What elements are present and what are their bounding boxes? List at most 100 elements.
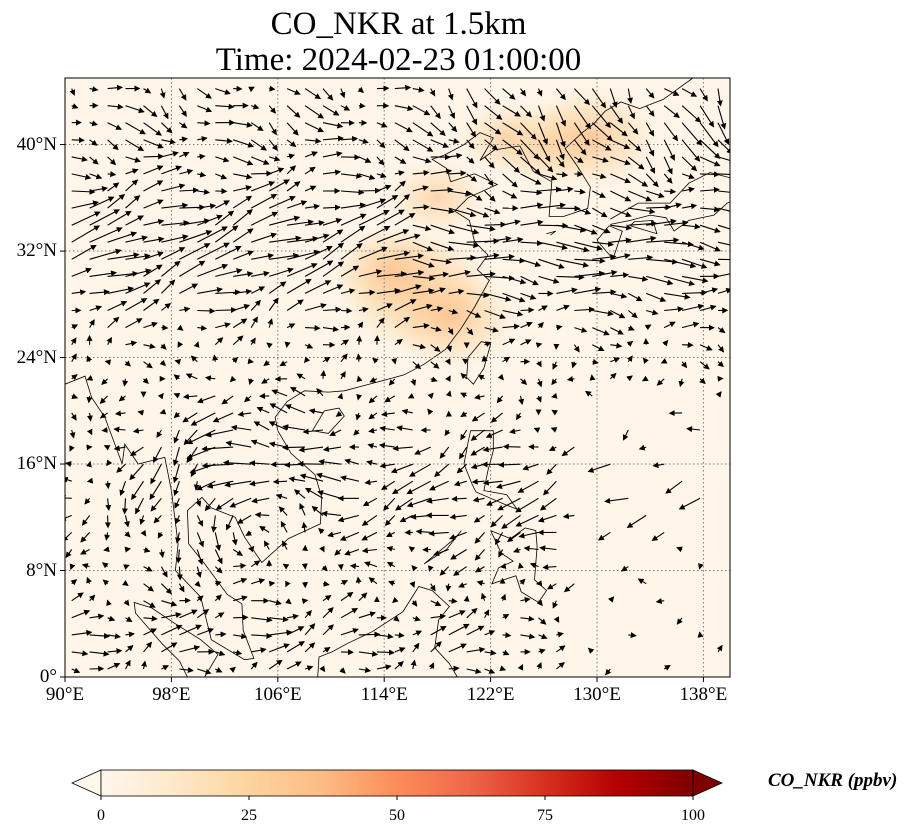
wind-vector — [430, 139, 450, 148]
wind-vector — [286, 661, 302, 670]
wind-vector — [125, 156, 141, 163]
wind-vector — [448, 152, 463, 159]
wind-vector — [427, 565, 434, 572]
wind-vector — [244, 395, 252, 403]
wind-vector — [509, 428, 521, 435]
wind-vector — [372, 357, 379, 364]
wind-vector — [161, 138, 176, 145]
wind-vector — [556, 304, 570, 312]
wind-vector — [71, 650, 89, 657]
wind-vector — [358, 187, 381, 194]
wind-vector — [662, 339, 669, 347]
wind-vector — [71, 393, 79, 399]
wind-vector — [99, 412, 108, 419]
wind-vector — [699, 122, 719, 148]
wind-vector — [286, 249, 321, 260]
wind-vector — [268, 105, 277, 114]
wind-vector — [430, 122, 446, 136]
wind-vector — [176, 566, 183, 581]
wind-vector — [143, 251, 164, 260]
wind-vector — [412, 343, 427, 350]
wind-vector — [664, 275, 696, 287]
wind-vector — [161, 150, 179, 158]
wind-vector — [182, 393, 198, 400]
wind-vector — [304, 151, 318, 158]
wind-vector — [358, 269, 383, 277]
wind-vector — [337, 514, 360, 523]
wind-vector — [592, 241, 614, 248]
wind-vector — [248, 378, 254, 386]
wind-vector — [538, 305, 548, 311]
wind-vector — [215, 137, 233, 144]
wind-vector — [663, 173, 673, 184]
wind-vector — [430, 105, 441, 119]
wind-vector — [376, 194, 399, 209]
wind-vector — [450, 549, 467, 560]
wind-vector — [251, 616, 273, 623]
wind-vector — [520, 615, 535, 622]
wind-vector — [574, 327, 588, 333]
wind-vector — [71, 137, 85, 144]
wind-vector — [107, 648, 123, 655]
wind-vector — [444, 358, 451, 365]
wind-vector — [322, 169, 342, 176]
wind-vector — [448, 105, 455, 120]
wind-vector — [179, 609, 198, 619]
wind-vector — [290, 386, 306, 397]
wind-vector — [229, 497, 252, 508]
wind-vector — [390, 463, 413, 474]
wind-vector — [556, 224, 587, 233]
wind-vector — [717, 327, 726, 334]
wind-vector — [230, 424, 252, 431]
wind-vector — [645, 105, 655, 117]
wind-vector — [536, 360, 542, 368]
wind-vector — [320, 370, 327, 379]
wind-vector — [285, 598, 292, 605]
wind-vector — [376, 649, 395, 656]
colorbar-tick-label: 75 — [537, 807, 553, 824]
wind-vector — [520, 139, 540, 160]
wind-vector — [496, 395, 504, 404]
wind-vector — [484, 190, 496, 202]
wind-vector — [340, 353, 348, 363]
wind-vector — [609, 372, 617, 380]
wind-vector — [539, 545, 557, 552]
wind-vector — [471, 412, 485, 422]
wind-vector — [587, 463, 611, 473]
wind-vector — [161, 624, 183, 636]
wind-vector — [555, 139, 565, 161]
wind-vector — [143, 180, 164, 192]
wind-vector — [700, 206, 721, 213]
wind-vector — [197, 188, 210, 195]
wind-vector — [681, 173, 695, 180]
wind-vector — [107, 103, 124, 110]
wind-vector — [388, 580, 395, 587]
wind-vector — [304, 642, 316, 653]
wind-vector — [537, 122, 548, 145]
wind-vector — [86, 576, 92, 584]
wind-vector — [610, 357, 621, 363]
wind-vector — [430, 241, 455, 252]
wind-vector — [143, 298, 160, 311]
wind-vector — [591, 122, 613, 142]
wind-vector — [664, 258, 697, 269]
wind-vector — [412, 642, 420, 653]
wind-vector — [556, 287, 578, 294]
wind-vector — [322, 105, 340, 116]
wind-vector — [107, 210, 132, 226]
wind-vector — [484, 235, 512, 243]
wind-vector — [394, 661, 404, 670]
wind-vector — [627, 139, 642, 152]
wind-vector — [480, 592, 487, 601]
wind-vector — [538, 617, 547, 625]
wind-vector — [448, 122, 458, 133]
wind-vector — [158, 549, 165, 558]
wind-vector — [394, 170, 405, 177]
co-plume-3 — [385, 158, 489, 238]
wind-vector — [484, 253, 515, 260]
wind-vector — [538, 202, 566, 209]
wind-vector — [125, 122, 146, 135]
wind-vector — [460, 411, 467, 418]
